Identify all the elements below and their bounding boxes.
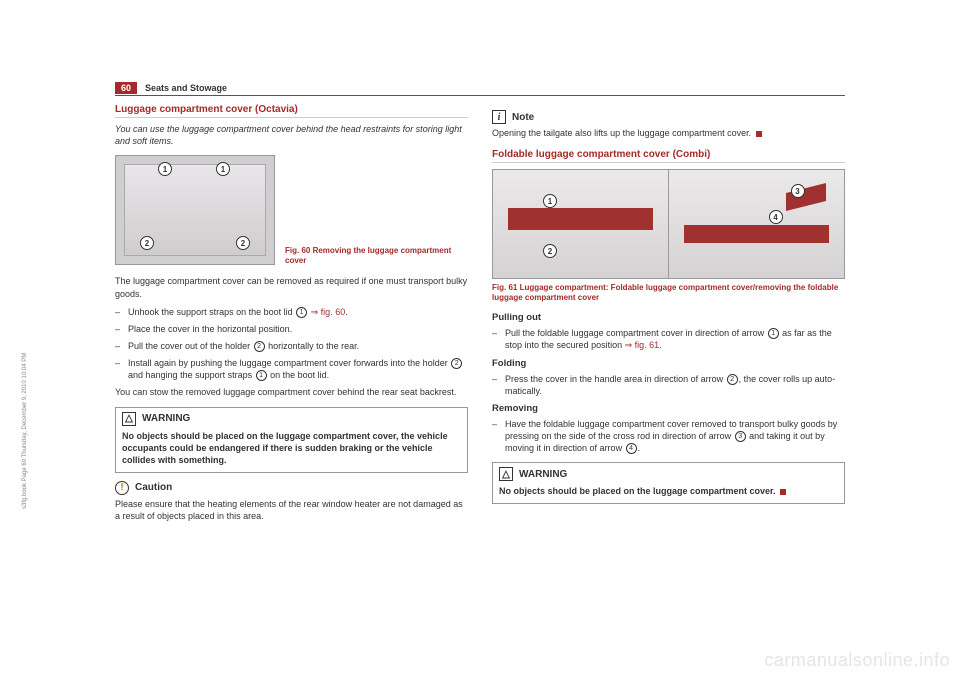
dash-icon: –: [115, 340, 120, 352]
section-title: Seats and Stowage: [145, 83, 227, 93]
figure-61-left: 1 2: [493, 170, 669, 278]
pulling-title: Pulling out: [492, 312, 845, 323]
marker-4: 4: [769, 210, 783, 224]
step-text: Install again by pushing the luggage com…: [128, 357, 468, 381]
note-body: Opening the tailgate also lifts up the l…: [492, 127, 845, 139]
dash-icon: –: [115, 357, 120, 381]
end-marker-icon: [780, 489, 786, 495]
caution-row: ! Caution: [115, 481, 468, 495]
right-column: i Note Opening the tailgate also lifts u…: [492, 104, 845, 528]
step-1: – Unhook the support straps on the boot …: [115, 306, 468, 318]
note-title: Note: [512, 112, 534, 123]
warning-icon: △: [122, 412, 136, 426]
note-row: i Note: [492, 110, 845, 124]
warning-box: △ WARNING No objects should be placed on…: [115, 407, 468, 473]
page-number: 60: [115, 82, 137, 94]
callout-2: 2: [727, 374, 738, 385]
step-3: – Pull the cover out of the holder 2 hor…: [115, 340, 468, 352]
callout-3: 3: [735, 431, 746, 442]
step-text: Have the foldable luggage compartment co…: [505, 418, 845, 454]
dash-icon: –: [115, 323, 120, 335]
step-text: Unhook the support straps on the boot li…: [128, 306, 348, 318]
figure-61: 1 2 3 4: [492, 169, 845, 279]
right-heading: Foldable luggage compartment cover (Comb…: [492, 149, 845, 163]
print-metadata: s3fg.book Page 60 Thursday, December 9, …: [22, 353, 28, 509]
dash-icon: –: [492, 373, 497, 397]
left-heading: Luggage compartment cover (Octavia): [115, 104, 468, 118]
figure-60-caption: Fig. 60 Removing the luggage compart­men…: [285, 246, 468, 265]
folding-step: – Press the cover in the handle area in …: [492, 373, 845, 397]
callout-2: 2: [451, 358, 462, 369]
figure-60-row: 1 1 2 2 Fig. 60 Removing the luggage com…: [115, 155, 468, 265]
warning-title-row: △ WARNING: [116, 408, 467, 430]
warning-title: WARNING: [519, 469, 567, 480]
dash-icon: –: [492, 327, 497, 351]
content-columns: Luggage compartment cover (Octavia) You …: [115, 104, 845, 528]
marker-3: 3: [791, 184, 805, 198]
step-2: – Place the cover in the horizontal posi…: [115, 323, 468, 335]
warning-body: No objects should be placed on the lugga…: [116, 430, 467, 472]
folding-title: Folding: [492, 358, 845, 369]
warning-title-row: △ WARNING: [493, 463, 844, 485]
figure-61-right: 3 4: [669, 170, 845, 278]
step-text: Pull the foldable luggage compartment co…: [505, 327, 845, 351]
callout-1: 1: [296, 307, 307, 318]
callout-1: 1: [256, 370, 267, 381]
step-text: Place the cover in the horizontal positi…: [128, 323, 292, 335]
caution-title: Caution: [135, 482, 172, 493]
watermark: carmanualsonline.info: [764, 650, 950, 671]
figure-60: 1 1 2 2: [115, 155, 275, 265]
removing-title: Removing: [492, 403, 845, 414]
dash-icon: –: [492, 418, 497, 454]
removing-step: – Have the foldable luggage compartment …: [492, 418, 845, 454]
manual-page: 60 Seats and Stowage Luggage compartment…: [115, 82, 845, 528]
end-marker-icon: [756, 131, 762, 137]
warning-body: No objects should be placed on the lugga…: [493, 485, 844, 503]
caution-icon: !: [115, 481, 129, 495]
pulling-step: – Pull the foldable luggage compartment …: [492, 327, 845, 351]
step-text: Press the cover in the handle area in di…: [505, 373, 845, 397]
cargo-cover-icon: [684, 225, 830, 243]
left-column: Luggage compartment cover (Octavia) You …: [115, 104, 468, 528]
figure-61-caption: Fig. 61 Luggage compartment: Foldable lu…: [492, 283, 845, 302]
warning-box: △ WARNING No objects should be placed on…: [492, 462, 845, 504]
fig-ref: ⇒ fig. 60: [311, 307, 346, 317]
warning-title: WARNING: [142, 413, 190, 424]
callout-2: 2: [254, 341, 265, 352]
cargo-cover-icon: [508, 208, 653, 230]
marker-1: 1: [543, 194, 557, 208]
stow-text: You can stow the removed luggage compart…: [115, 386, 468, 398]
step-4: – Install again by pushing the luggage c…: [115, 357, 468, 381]
intro-text: The luggage compartment cover can be rem…: [115, 275, 468, 299]
left-subtitle: You can use the luggage compartment cove…: [115, 124, 468, 147]
note-icon: i: [492, 110, 506, 124]
caution-body: Please ensure that the heating elements …: [115, 498, 468, 522]
callout-1: 1: [768, 328, 779, 339]
page-header: 60 Seats and Stowage: [115, 82, 845, 96]
step-text: Pull the cover out of the holder 2 horiz…: [128, 340, 359, 352]
fig-ref: ⇒ fig. 61: [625, 340, 660, 350]
marker-2: 2: [543, 244, 557, 258]
dash-icon: –: [115, 306, 120, 318]
callout-4: 4: [626, 443, 637, 454]
warning-icon: △: [499, 467, 513, 481]
